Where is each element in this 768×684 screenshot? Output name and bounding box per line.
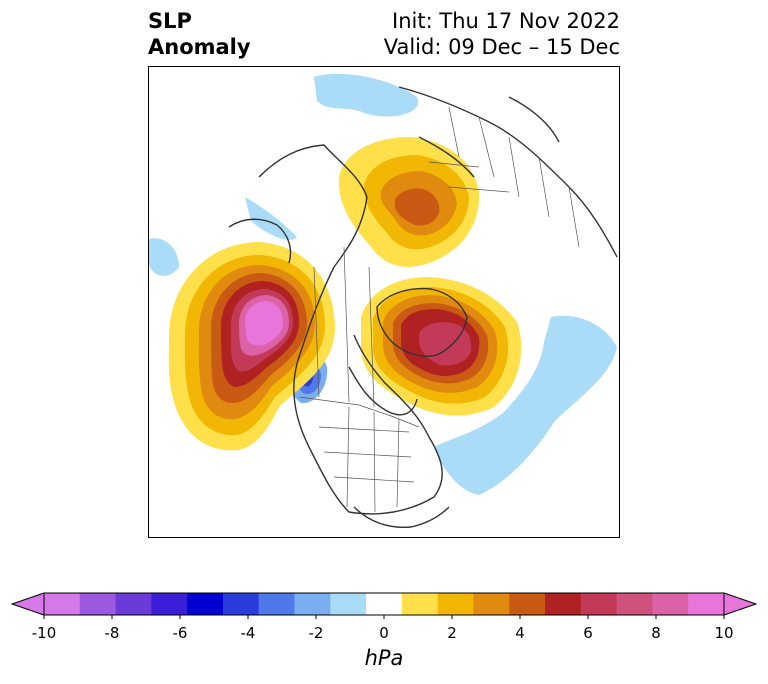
colorbar-swatch [509, 593, 546, 615]
colorbar-swatch [401, 593, 439, 615]
colorbar-swatch [437, 593, 474, 615]
colorbar-swatch [79, 593, 117, 615]
colorbar-tick-label: -2 [308, 624, 324, 642]
positive-anomaly-gulf-of-alaska [168, 242, 335, 451]
coastline-us-gulf [353, 506, 450, 529]
coastline-eurasia [398, 86, 618, 258]
coastline-alaska [228, 218, 292, 264]
colorbar-tick-label: 8 [651, 624, 661, 642]
border-eurasia [428, 106, 580, 248]
colorbar-swatch [258, 593, 296, 615]
colorbar-tick-label: -4 [240, 624, 256, 642]
negative-anomaly-west-canada [245, 197, 297, 240]
political-borders [298, 106, 580, 513]
colorbar-tick-label: 0 [379, 624, 389, 642]
colorbar-tick-label: 4 [515, 624, 525, 642]
positive-anomaly-siberia [338, 137, 480, 267]
chart-title-left: SLP Anomaly [148, 8, 251, 60]
colorbar-swatch [545, 593, 582, 615]
title-field-type: Anomaly [148, 35, 251, 59]
coastline-greenland [376, 287, 468, 357]
border-canada-provinces [313, 246, 375, 408]
colorbar-tick-label: -6 [172, 624, 188, 642]
colorbar-swatch [652, 593, 689, 615]
colorbar-swatch [580, 593, 618, 615]
colorbar-swatch [688, 593, 725, 615]
colorbar-swatch [115, 593, 152, 615]
colorbar-tick-label: 10 [714, 624, 734, 642]
negative-anomaly-pacific-small [149, 238, 179, 276]
colorbar-swatch [294, 593, 331, 615]
border-us-states [318, 406, 415, 513]
colorbar-tick-label: 2 [447, 624, 457, 642]
negative-anomaly-atlantic [434, 315, 617, 495]
coastlines [228, 86, 618, 529]
colorbar-swatch [44, 593, 81, 615]
colorbar-swatch [473, 593, 510, 615]
chart-title-right: Init: Thu 17 Nov 2022 Valid: 09 Dec – 15… [384, 8, 620, 60]
siberia-contour-4 [395, 188, 440, 226]
colorbar-swatch [187, 593, 224, 615]
colorbar [10, 592, 758, 619]
colorbar-swatch [616, 593, 653, 615]
coastline-hudson [348, 366, 418, 416]
negative-anomaly-arctic [314, 73, 419, 117]
map-panel [148, 66, 620, 538]
greenland-contour-6 [419, 322, 472, 366]
init-date-label: Init: Thu 17 Nov 2022 [392, 9, 620, 33]
colorbar-tick-label: -10 [31, 624, 57, 642]
border-us-canada [298, 396, 420, 428]
colorbar-extend-max [723, 592, 758, 616]
title-field-name: SLP [148, 9, 192, 33]
colorbar-swatch [330, 593, 367, 615]
colorbar-unit-label: hPa [364, 646, 404, 670]
colorbar-extend-min [10, 592, 45, 616]
colorbar-tick-label: -8 [104, 624, 120, 642]
colorbar-tick-label: 6 [583, 624, 593, 642]
positive-anomaly-greenland [361, 277, 522, 416]
colorbar-swatch [366, 593, 403, 615]
valid-range-label: Valid: 09 Dec – 15 Dec [383, 35, 620, 59]
colorbar-swatch [151, 593, 188, 615]
alaska-contour-8 [245, 301, 283, 346]
coastline-north-america [258, 144, 443, 515]
colorbar-swatch [222, 593, 260, 615]
slp-anomaly-map [149, 73, 618, 529]
